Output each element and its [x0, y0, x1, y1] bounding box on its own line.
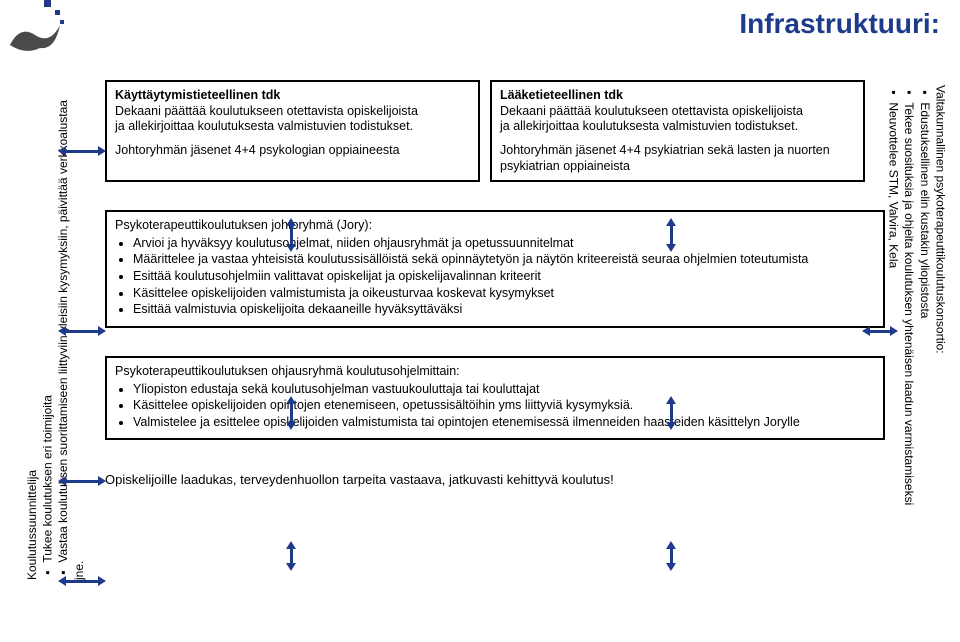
arrow-icon: [666, 541, 676, 549]
conn: [62, 150, 102, 153]
tdk-left-p1: Dekaani päättää koulutukseen otettavista…: [115, 104, 470, 120]
jory-b4: Käsittelee opiskelijoiden valmistumista …: [133, 286, 875, 302]
right-b3: Neuvottelee STM, Valvira, Kela: [887, 102, 901, 268]
left-sidebar: Koulutussuunnittelija ▪ Tukee koulutukse…: [25, 80, 60, 580]
jory-title: Psykoterapeuttikoulutuksen johtoryhmä (J…: [115, 218, 875, 234]
tdk-right-p2: ja allekirjoittaa koulutuksesta valmistu…: [500, 119, 855, 135]
page-title: Infrastruktuuri:: [739, 8, 940, 40]
conn: [62, 330, 102, 333]
tdk-left-p3: Johtoryhmän jäsenet 4+4 psykologian oppi…: [115, 143, 470, 159]
tdk-left-title: Käyttäytymistieteellinen tdk: [115, 88, 470, 104]
left-heading: Koulutussuunnittelija: [25, 470, 39, 580]
jory-list: Arvioi ja hyväksyy koulutusohjelmat, nii…: [133, 236, 875, 318]
arrow-icon: [862, 326, 870, 336]
ohjaus-b3: Valmistelee ja esittelee opiskelijoiden …: [133, 415, 875, 431]
arrow-icon: [98, 576, 106, 586]
box-jory: Psykoterapeuttikoulutuksen johtoryhmä (J…: [105, 210, 885, 328]
arrow-icon: [890, 326, 898, 336]
arrow-icon: [286, 244, 296, 252]
ohjaus-b1: Yliopiston edustaja sekä koulutusohjelma…: [133, 382, 875, 398]
arrow-icon: [98, 476, 106, 486]
arrow-icon: [58, 146, 66, 156]
page: Infrastruktuuri: Koulutussuunnittelija ▪…: [0, 0, 960, 642]
tdk-right-p1: Dekaani päättää koulutukseen otettavista…: [500, 104, 855, 120]
ohjaus-b2: Käsittelee opiskelijoiden opintojen eten…: [133, 398, 875, 414]
conn: [62, 480, 102, 483]
final-line: Opiskelijoille laadukas, terveydenhuollo…: [105, 472, 865, 487]
arrow-icon: [286, 396, 296, 404]
arrow-icon: [666, 218, 676, 226]
box-tdk-right: Lääketieteellinen tdk Dekaani päättää ko…: [490, 80, 865, 182]
tdk-left-p2: ja allekirjoittaa koulutuksesta valmistu…: [115, 119, 470, 135]
right-b1: Edustuksellinen elin kustakin yliopistos…: [918, 102, 932, 318]
main-area: Käyttäytymistieteellinen tdk Dekaani pää…: [105, 80, 865, 487]
arrow-icon: [286, 541, 296, 549]
tdk-right-title: Lääketieteellinen tdk: [500, 88, 855, 104]
tdk-right-p3: Johtoryhmän jäsenet 4+4 psykiatrian sekä…: [500, 143, 855, 174]
right-text: Valtakunnallinen psykoterapeuttikoulutus…: [885, 85, 947, 505]
top-row: Käyttäytymistieteellinen tdk Dekaani pää…: [105, 80, 865, 182]
left-b1: Tukee koulutuksen eri toimijoita: [41, 395, 55, 563]
jory-b5: Esittää valmistuvia opiskelijoita dekaan…: [133, 302, 875, 318]
ohjaus-title: Psykoterapeuttikoulutuksen ohjausryhmä k…: [115, 364, 875, 380]
arrow-icon: [286, 218, 296, 226]
right-sidebar: Valtakunnallinen psykoterapeuttikoulutus…: [885, 85, 945, 595]
arrow-icon: [666, 244, 676, 252]
logo-icon: [0, 0, 70, 70]
right-heading: Valtakunnallinen psykoterapeuttikoulutus…: [933, 85, 947, 354]
jory-b2: Määrittelee ja vastaa yhteisistä koulutu…: [133, 252, 875, 268]
arrow-icon: [58, 476, 66, 486]
arrow-icon: [666, 422, 676, 430]
box-ohjaus: Psykoterapeuttikoulutuksen ohjausryhmä k…: [105, 356, 885, 441]
arrow-icon: [58, 576, 66, 586]
arrow-icon: [666, 563, 676, 571]
arrow-icon: [286, 422, 296, 430]
arrow-icon: [98, 326, 106, 336]
arrow-icon: [98, 146, 106, 156]
left-b2: Vastaa koulutuksen suorittamiseen liitty…: [56, 100, 86, 580]
conn: [62, 580, 102, 583]
box-tdk-left: Käyttäytymistieteellinen tdk Dekaani pää…: [105, 80, 480, 182]
arrow-icon: [666, 396, 676, 404]
ohjaus-list: Yliopiston edustaja sekä koulutusohjelma…: [133, 382, 875, 431]
right-b2: Tekee suosituksia ja ohjeita koulutuksen…: [902, 102, 916, 505]
jory-b1: Arvioi ja hyväksyy koulutusohjelmat, nii…: [133, 236, 875, 252]
jory-b3: Esittää koulutusohjelmiin valittavat opi…: [133, 269, 875, 285]
arrow-icon: [286, 563, 296, 571]
arrow-icon: [58, 326, 66, 336]
